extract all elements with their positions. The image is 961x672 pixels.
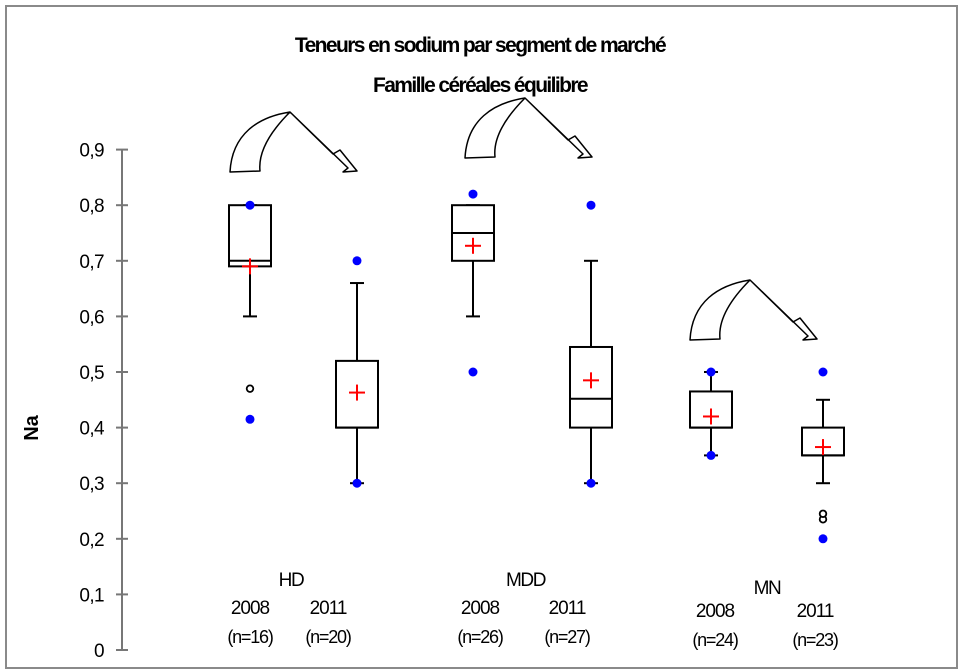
box-mn-2011	[801, 367, 845, 544]
n-label: (n=23)	[792, 630, 838, 650]
n-label: (n=16)	[227, 627, 273, 647]
extreme-point	[468, 367, 478, 377]
extreme-point	[706, 450, 716, 460]
outlier-point	[245, 384, 255, 393]
y-tick-label: 0,2	[79, 530, 104, 551]
y-tick-label: 0,9	[79, 141, 104, 162]
year-label: 2008	[696, 601, 735, 622]
y-tick-label: 0,7	[79, 252, 104, 273]
y-axis-label: Na	[21, 414, 43, 440]
outlier-point	[818, 509, 828, 518]
year-label: 2011	[549, 598, 586, 619]
extreme-point	[586, 478, 596, 488]
n-label: (n=24)	[692, 630, 738, 650]
curved-arrow-icon	[229, 111, 358, 173]
iqr-box	[228, 204, 272, 268]
box-hd-2011	[335, 256, 379, 488]
chart-title: Teneurs en sodium par segment de marché	[295, 34, 666, 57]
boxes-layer	[228, 189, 845, 544]
n-label: (n=27)	[544, 627, 590, 647]
year-label: 2008	[461, 598, 500, 619]
y-tick-label: 0,3	[79, 474, 104, 495]
box-mdd-2011	[569, 200, 613, 488]
extreme-point	[245, 200, 255, 210]
group-hd	[228, 200, 379, 488]
arrows-layer	[229, 97, 818, 341]
n-label: (n=26)	[457, 627, 503, 647]
y-tick-label: 0,8	[79, 196, 104, 217]
chart-frame	[5, 5, 958, 669]
year-label: 2008	[231, 598, 270, 619]
box-mn-2008	[689, 367, 733, 460]
y-tick-label: 0,5	[79, 363, 104, 384]
y-tick-label: 0,6	[79, 307, 104, 328]
extreme-point	[818, 534, 828, 544]
year-label: 2011	[797, 601, 834, 622]
category-labels: 2008 (n=16) 2011 (n=20) HD 2008 (n=26) 2011 (n=2…	[227, 570, 839, 650]
group-mn	[689, 367, 845, 544]
extreme-point	[818, 367, 828, 377]
box-hd-2008	[228, 200, 272, 424]
group-label: HD	[279, 570, 304, 591]
box-mdd-2008	[451, 189, 495, 377]
curved-arrow-icon	[464, 97, 593, 159]
y-tick-label: 0,1	[79, 585, 104, 606]
extreme-point	[586, 200, 596, 210]
extreme-point	[352, 256, 362, 266]
y-tick-label: 0	[94, 641, 104, 662]
curved-arrow-icon	[689, 279, 818, 341]
chart-subtitle: Famille céréales équilibre	[373, 74, 588, 97]
extreme-point	[706, 367, 716, 377]
extreme-point	[352, 478, 362, 488]
group-label: MDD	[506, 570, 546, 591]
extreme-point	[245, 414, 255, 424]
n-label: (n=20)	[305, 627, 351, 647]
group-mdd	[451, 189, 613, 488]
group-label: MN	[754, 578, 781, 599]
year-label: 2011	[310, 598, 347, 619]
y-axis: 0 0,1 0,2 0,3 0,4 0,5 0,6 0,7 0,8 0,9	[79, 141, 128, 662]
extreme-point	[468, 189, 478, 199]
y-tick-label: 0,4	[79, 419, 105, 440]
